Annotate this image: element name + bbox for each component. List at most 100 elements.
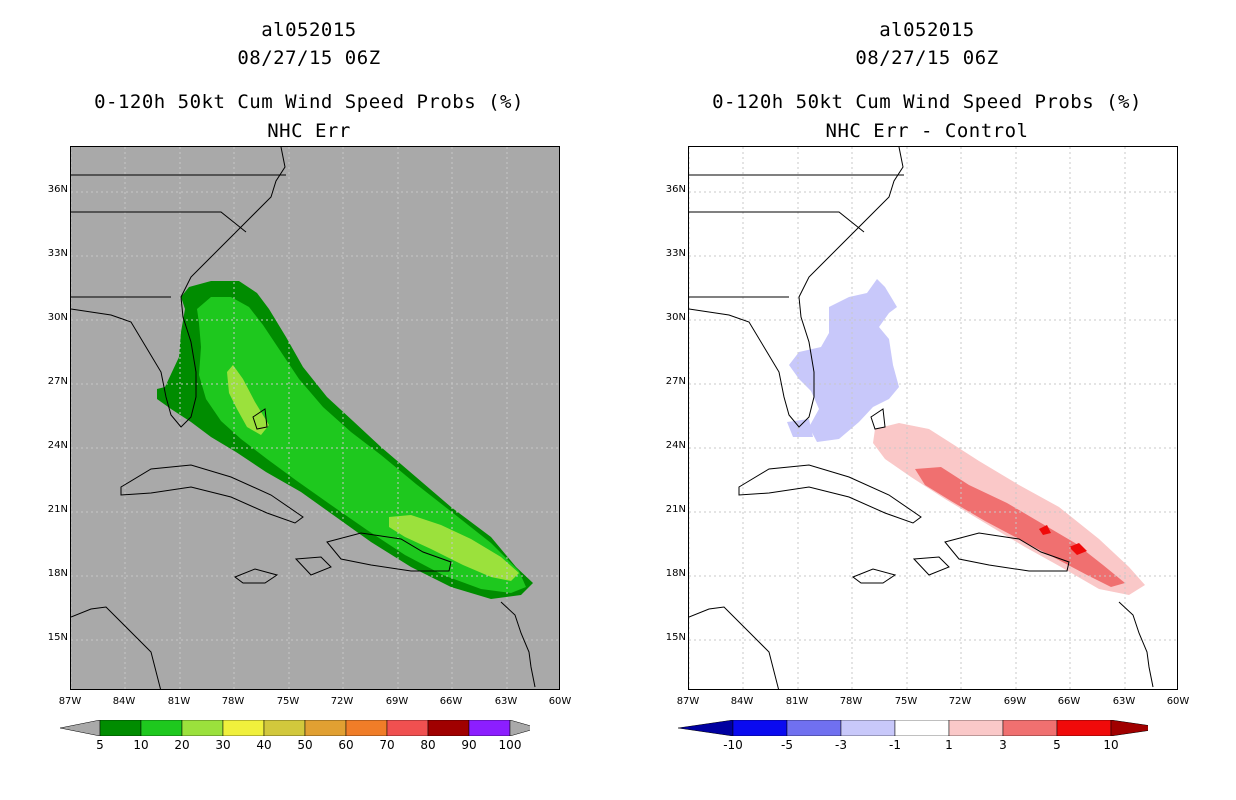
lon-label: 66W	[439, 696, 463, 707]
lat-label: 15N	[665, 632, 686, 643]
colorbar-label: 60	[338, 738, 354, 752]
lon-label: 84W	[730, 696, 754, 707]
lon-label: 69W	[1003, 696, 1027, 707]
colorbar-swatch	[345, 720, 388, 736]
colorbar-label: 5	[96, 738, 104, 752]
colorbar-label: 30	[215, 738, 231, 752]
left-map	[70, 146, 560, 690]
lat-label: 30N	[47, 312, 68, 323]
colorbar-swatch	[181, 720, 224, 736]
colorbar-swatch	[468, 720, 511, 736]
colorbar-swatch	[263, 720, 306, 736]
right-diff-neg-1	[789, 279, 899, 442]
colorbar-swatch	[732, 720, 788, 736]
colorbar-label: -5	[781, 738, 793, 752]
left-prob-20-a	[227, 365, 269, 435]
right-grid	[689, 147, 1177, 689]
colorbar-label: 1	[945, 738, 953, 752]
colorbar-swatch	[304, 720, 347, 736]
colorbar-swatch	[1056, 720, 1112, 736]
lon-label: 87W	[58, 696, 82, 707]
colorbar-swatch	[386, 720, 429, 736]
left-colorbar-svg	[60, 720, 530, 736]
right-diff-neg-2	[787, 419, 813, 437]
colorbar-swatch	[948, 720, 1004, 736]
lat-label: 36N	[47, 184, 68, 195]
colorbar-label: 3	[999, 738, 1007, 752]
left-panel: al052015 08/27/15 06Z 0-120h 50kt Cum Wi…	[47, 19, 572, 752]
colorbar-label: -3	[835, 738, 847, 752]
colorbar-label: 5	[1053, 738, 1061, 752]
colorbar-label: 70	[379, 738, 395, 752]
lat-label: 18N	[665, 568, 686, 579]
left-grid	[71, 147, 559, 689]
lat-label: 24N	[665, 440, 686, 451]
colorbar-swatch	[140, 720, 183, 736]
right-background	[689, 147, 1177, 689]
colorbar-label: 10	[133, 738, 149, 752]
colorbar-swatch	[1002, 720, 1058, 736]
colorbar-label: 80	[420, 738, 436, 752]
lat-label: 24N	[47, 440, 68, 451]
colorbar-swatch	[427, 720, 470, 736]
colorbar-label: 10	[1103, 738, 1119, 752]
lat-label: 18N	[47, 568, 68, 579]
colorbar-swatch	[99, 720, 142, 736]
colorbar-label: 50	[297, 738, 313, 752]
lat-label: 33N	[47, 248, 68, 259]
left-map-svg	[71, 147, 559, 689]
lon-label: 78W	[221, 696, 245, 707]
colorbar-label: 40	[256, 738, 272, 752]
lat-label: 33N	[665, 248, 686, 259]
colorbar-over-arrow	[1110, 720, 1148, 736]
colorbar-label: 90	[461, 738, 477, 752]
lon-label: 84W	[112, 696, 136, 707]
left-variant-title: NHC Err	[267, 120, 351, 142]
lat-label: 36N	[665, 184, 686, 195]
lat-label: 21N	[47, 504, 68, 515]
left-storm-id: al052015	[261, 19, 357, 41]
lon-label: 63W	[494, 696, 518, 707]
right-panel: al052015 08/27/15 06Z 0-120h 50kt Cum Wi…	[618, 0, 1236, 800]
left-coastlines	[71, 147, 536, 689]
lon-label: 72W	[330, 696, 354, 707]
left-product-title: 0-120h 50kt Cum Wind Speed Probs (%)	[94, 91, 524, 113]
lat-label: 21N	[665, 504, 686, 515]
right-map-svg	[689, 147, 1177, 689]
lon-label: 87W	[676, 696, 700, 707]
right-map	[688, 146, 1178, 690]
colorbar-swatch	[894, 720, 950, 736]
colorbar-label: -10	[723, 738, 743, 752]
lon-label: 81W	[785, 696, 809, 707]
lat-label: 30N	[665, 312, 686, 323]
lat-label: 27N	[47, 376, 68, 387]
right-storm-id: al052015	[879, 19, 975, 41]
left-prob-10	[197, 297, 526, 593]
lon-label: 60W	[548, 696, 572, 707]
right-diff-pos-5	[1039, 525, 1087, 555]
lat-label: 27N	[665, 376, 686, 387]
lon-label: 69W	[385, 696, 409, 707]
right-colorbar-svg	[678, 720, 1148, 736]
colorbar-under-arrow	[60, 720, 101, 736]
lon-label: 78W	[839, 696, 863, 707]
left-prob-20-b	[389, 515, 519, 581]
right-colorbar	[678, 720, 1148, 736]
right-variant-title: NHC Err - Control	[825, 120, 1029, 142]
colorbar-swatch	[222, 720, 265, 736]
lon-label: 81W	[167, 696, 191, 707]
right-product-title: 0-120h 50kt Cum Wind Speed Probs (%)	[712, 91, 1142, 113]
colorbar-over-arrow	[509, 720, 530, 736]
left-datetime: 08/27/15 06Z	[237, 47, 381, 69]
colorbar-label: 20	[174, 738, 190, 752]
colorbar-label: 100	[498, 738, 522, 752]
lon-label: 72W	[948, 696, 972, 707]
lon-label: 66W	[1057, 696, 1081, 707]
lon-label: 75W	[894, 696, 918, 707]
left-colorbar	[60, 720, 530, 736]
right-coastlines	[689, 147, 1154, 689]
colorbar-label: -1	[889, 738, 901, 752]
right-datetime: 08/27/15 06Z	[855, 47, 999, 69]
colorbar-swatch	[786, 720, 842, 736]
colorbar-under-arrow	[678, 720, 734, 736]
